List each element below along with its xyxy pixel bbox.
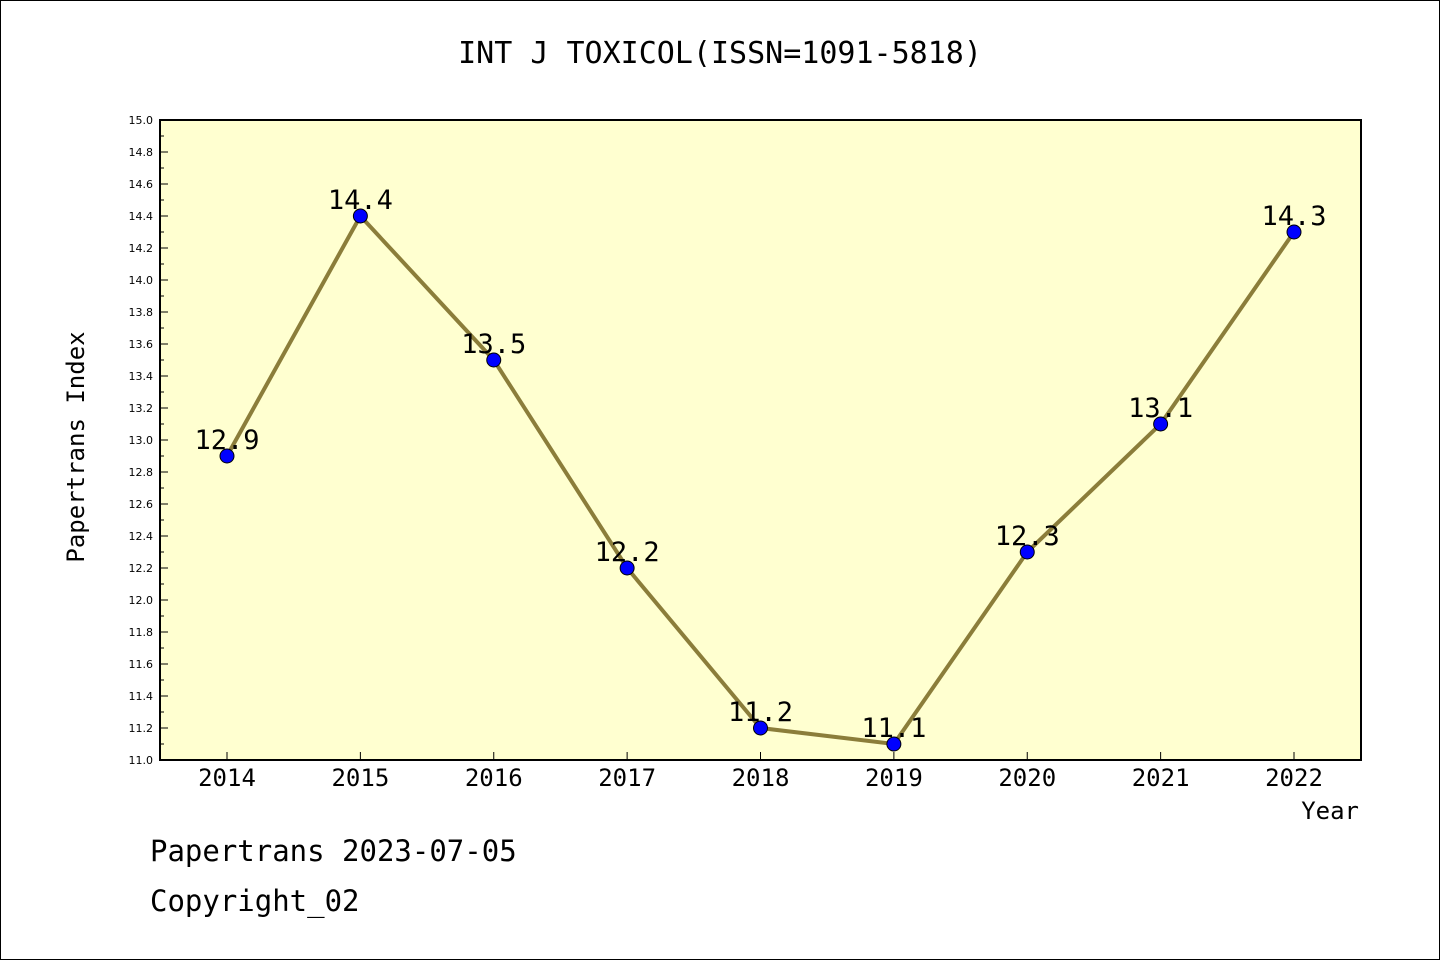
y-tick-label: 12.8 <box>129 466 154 479</box>
data-label: 13.5 <box>461 329 526 360</box>
footer-date: Papertrans 2023-07-05 <box>150 834 517 868</box>
y-tick-label: 11.8 <box>129 626 154 639</box>
data-point <box>1019 544 1035 560</box>
x-tick-label: 2015 <box>331 764 389 792</box>
y-tick-label: 11.6 <box>129 658 154 671</box>
y-tick-label: 14.8 <box>129 146 154 159</box>
x-axis: 2014 2015 2016 2017 2018 2019 2020 2021 2022 <box>198 752 1323 792</box>
y-tick-label: 12.0 <box>129 594 154 607</box>
footer-copyright: Copyright_02 <box>150 884 360 918</box>
y-tick-label: 15.0 <box>129 114 154 127</box>
data-point <box>753 720 768 736</box>
y-tick-label: 11.2 <box>129 722 154 735</box>
data-label: 11.2 <box>728 697 793 728</box>
data-label: 14.3 <box>1261 201 1326 232</box>
data-point <box>486 352 502 368</box>
y-axis-label: Papertrans Index <box>62 331 90 562</box>
y-tick-label: 11.0 <box>129 754 154 767</box>
y-tick-label: 13.2 <box>129 402 154 415</box>
data-label: 12.2 <box>595 537 660 568</box>
data-point <box>886 736 902 752</box>
data-label: 12.9 <box>194 425 259 456</box>
data-label: 13.1 <box>1128 393 1193 424</box>
series-layer <box>219 208 1302 752</box>
y-tick-label: 13.0 <box>129 434 154 447</box>
data-label: 12.3 <box>995 521 1060 552</box>
y-tick-label: 13.6 <box>129 338 154 351</box>
x-tick-label: 2018 <box>732 764 790 792</box>
y-tick-label: 14.2 <box>129 242 154 255</box>
data-point <box>1153 416 1169 432</box>
y-tick-label: 14.4 <box>129 210 154 223</box>
y-tick-label: 12.4 <box>129 530 154 543</box>
y-tick-label: 12.2 <box>129 562 154 575</box>
x-tick-label: 2014 <box>198 764 256 792</box>
y-tick-label: 14.0 <box>129 274 154 287</box>
data-point <box>219 448 235 464</box>
x-tick-label: 2016 <box>465 764 523 792</box>
data-point <box>352 208 368 224</box>
x-tick-label: 2022 <box>1265 764 1323 792</box>
y-tick-label: 14.6 <box>129 178 154 191</box>
x-tick-label: 2019 <box>865 764 923 792</box>
y-axis: 11.0 11.2 11.4 11.6 11.8 12.0 12.2 12.4 12.6 12.8… <box>129 114 168 767</box>
data-labels: 12.9 14.4 13.5 12.2 11.2 11.1 12.3 13.1 14.3 <box>194 185 1326 744</box>
x-tick-label: 2021 <box>1132 764 1190 792</box>
x-tick-label: 2020 <box>998 764 1056 792</box>
x-axis-label: Year <box>1301 797 1359 825</box>
y-tick-label: 13.8 <box>129 306 154 319</box>
plot-area <box>159 119 1362 761</box>
y-tick-label: 12.6 <box>129 498 154 511</box>
y-tick-label: 13.4 <box>129 370 154 383</box>
data-point <box>619 560 635 576</box>
data-point <box>1286 224 1302 240</box>
data-label: 11.1 <box>861 713 926 744</box>
chart-title: INT J TOXICOL(ISSN=1091-5818) <box>458 36 982 71</box>
y-tick-label: 11.4 <box>129 690 154 703</box>
x-tick-label: 2017 <box>598 764 656 792</box>
data-label: 14.4 <box>328 185 393 216</box>
